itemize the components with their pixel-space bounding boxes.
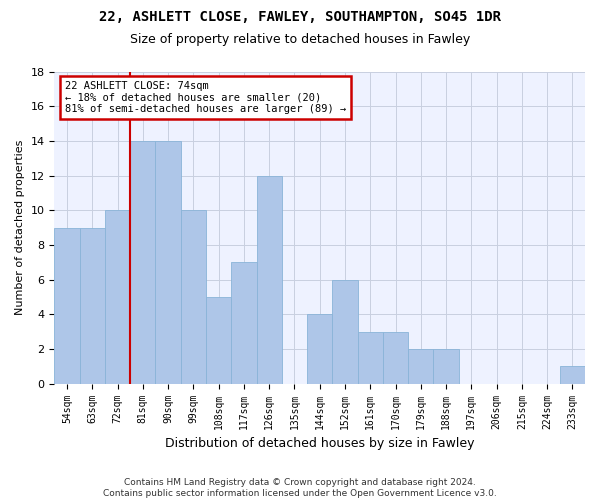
Text: Contains HM Land Registry data © Crown copyright and database right 2024.
Contai: Contains HM Land Registry data © Crown c… xyxy=(103,478,497,498)
Bar xyxy=(257,176,282,384)
Bar xyxy=(408,349,433,384)
Bar xyxy=(155,141,181,384)
Bar xyxy=(332,280,358,384)
X-axis label: Distribution of detached houses by size in Fawley: Distribution of detached houses by size … xyxy=(165,437,475,450)
Bar xyxy=(433,349,458,384)
Bar xyxy=(130,141,155,384)
Bar xyxy=(105,210,130,384)
Text: Size of property relative to detached houses in Fawley: Size of property relative to detached ho… xyxy=(130,32,470,46)
Bar xyxy=(231,262,257,384)
Text: 22, ASHLETT CLOSE, FAWLEY, SOUTHAMPTON, SO45 1DR: 22, ASHLETT CLOSE, FAWLEY, SOUTHAMPTON, … xyxy=(99,10,501,24)
Bar xyxy=(55,228,80,384)
Bar xyxy=(80,228,105,384)
Text: 22 ASHLETT CLOSE: 74sqm
← 18% of detached houses are smaller (20)
81% of semi-de: 22 ASHLETT CLOSE: 74sqm ← 18% of detache… xyxy=(65,81,346,114)
Y-axis label: Number of detached properties: Number of detached properties xyxy=(15,140,25,316)
Bar xyxy=(181,210,206,384)
Bar xyxy=(383,332,408,384)
Bar xyxy=(560,366,585,384)
Bar xyxy=(358,332,383,384)
Bar xyxy=(206,297,231,384)
Bar xyxy=(307,314,332,384)
